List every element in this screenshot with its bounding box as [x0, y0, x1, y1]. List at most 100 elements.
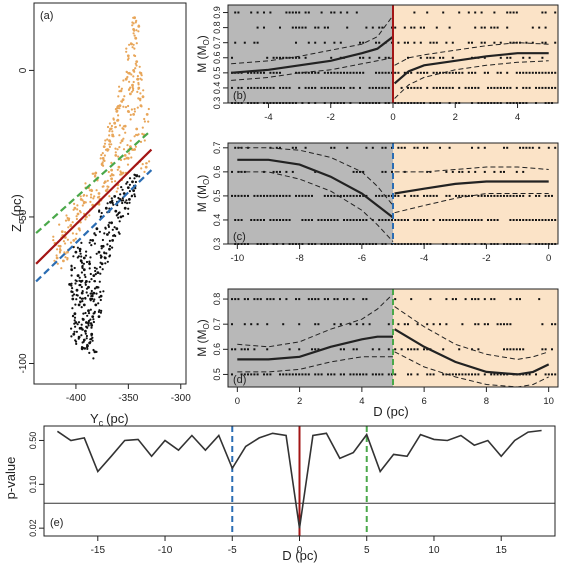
panel-c-mass-point	[397, 194, 400, 197]
panel-a-upper-point	[117, 165, 121, 169]
panel-d-mass-point	[429, 298, 432, 301]
panel-a-lower-point	[83, 256, 86, 259]
panel-d-x-tick-label: 10	[543, 396, 554, 407]
panel-d-mass-point	[355, 348, 358, 351]
panel-a-upper-point	[122, 148, 126, 151]
panel-a-upper-point	[108, 134, 111, 137]
panel-b-mass-point	[247, 86, 249, 89]
panel-b-mass-point	[506, 71, 509, 74]
panel-b-mass-point	[298, 11, 301, 14]
panel-d-mass-point	[496, 373, 499, 376]
panel-a-lower-point	[94, 269, 97, 273]
panel-a-upper-point	[104, 139, 107, 142]
panel-c-mass-point	[496, 194, 499, 197]
panel-a-lower-point	[123, 206, 127, 210]
panel-b-mass-point	[243, 41, 246, 44]
panel-c-mass-point	[416, 194, 419, 197]
panel-c-mass-point	[403, 219, 406, 221]
panel-b-mass-point	[445, 41, 448, 44]
panel-d-mass-point	[349, 323, 352, 326]
panel-a-lower-point	[99, 266, 102, 269]
panel-b-mass-point	[359, 86, 361, 89]
panel-a-upper-point	[115, 110, 119, 113]
panel-b-mass-point	[256, 86, 259, 89]
panel-d-mass-point	[551, 348, 553, 351]
panel-a-lower-point	[71, 297, 75, 301]
panel-c-mass-point	[512, 194, 515, 197]
panel-d-mass-point	[247, 348, 249, 351]
panel-c-mass-point	[400, 146, 403, 149]
panel-a-lower-point	[89, 308, 92, 311]
panel-b-mass-point	[381, 71, 384, 74]
panel-b-mass-point	[471, 71, 473, 74]
panel-a-lower-point	[95, 227, 99, 231]
panel-c-mass-point	[464, 219, 467, 221]
panel-a-lower-point	[80, 261, 84, 264]
panel-a-upper-point	[84, 218, 87, 221]
panel-b-mass-point	[528, 71, 531, 74]
panel-a-upper-point	[103, 142, 107, 145]
panel-c-mass-vs-distance: (c) -10 -8 -6 -4 -2 0 0.3 0.4 0.5 0.6 0.7 M (MO)	[195, 142, 559, 264]
panel-b-mass-point	[541, 11, 544, 14]
panel-a-lower-point	[80, 323, 83, 326]
panel-b-mass-point	[327, 86, 329, 89]
panel-b-mass-point	[272, 86, 275, 89]
panel-a-y-tick-label: -100	[18, 353, 29, 373]
panel-c-mass-point	[269, 219, 272, 221]
panel-d-mass-point	[333, 298, 336, 301]
panel-a-lower-point	[127, 207, 130, 210]
panel-b-mass-point	[541, 71, 544, 74]
panel-c-mass-point	[387, 219, 390, 221]
panel-b-mass-point	[330, 11, 333, 14]
panel-a-lower-point	[81, 328, 84, 331]
panel-a-upper-point	[96, 196, 100, 199]
panel-b-mass-point	[343, 71, 345, 74]
panel-b-mass-point	[266, 56, 269, 59]
panel-a-lower-point	[76, 323, 79, 326]
panel-b-mass-point	[429, 41, 432, 44]
panel-b-mass-point	[531, 26, 534, 29]
panel-c-mass-point	[343, 194, 345, 197]
panel-a-upper-point	[107, 185, 110, 188]
panel-a-upper-point	[66, 238, 69, 241]
panel-c-mass-point	[480, 219, 483, 221]
panel-b-mass-point	[451, 56, 454, 59]
panel-b-mass-point	[432, 41, 435, 44]
panel-c-lower-region	[228, 143, 393, 244]
panel-d-mass-point	[243, 373, 246, 376]
panel-c-mass-point	[512, 219, 515, 221]
panel-d-mass-point	[442, 373, 445, 376]
panel-e-y-axis-title: p-value	[3, 457, 18, 500]
panel-b-mass-point	[442, 56, 445, 59]
panel-b-mass-point	[483, 41, 486, 44]
panel-c-mass-point	[314, 170, 317, 173]
panel-c-mass-point	[346, 194, 349, 197]
panel-a-lower-point	[87, 312, 91, 315]
panel-b-mass-point	[522, 56, 525, 59]
panel-a-upper-point	[109, 174, 112, 177]
panel-c-mass-point	[307, 219, 310, 221]
panel-b-mass-point	[279, 86, 281, 89]
panel-a-upper-point	[131, 24, 134, 27]
panel-c-mass-point	[487, 194, 489, 197]
panel-d-mass-point	[352, 373, 355, 376]
panel-a-xlabel: Y	[90, 411, 99, 426]
panel-c-mass-point	[471, 219, 473, 221]
panel-b-mass-point	[471, 86, 473, 89]
panel-d-mass-point	[487, 323, 489, 326]
panel-a-lower-point	[96, 271, 100, 274]
panel-b-mass-point	[528, 86, 531, 89]
panel-a-lower-point	[125, 199, 128, 202]
panel-a-upper-point	[118, 146, 121, 149]
panel-a-lower-point	[125, 182, 128, 185]
panel-c-mass-point	[285, 170, 288, 173]
panel-b-mass-point	[237, 11, 240, 14]
panel-a-lower-point	[74, 282, 77, 285]
panel-b-mass-point	[435, 41, 438, 44]
panel-b-mass-point	[311, 71, 313, 74]
panel-d-mass-point	[554, 323, 557, 326]
panel-a-upper-point	[101, 152, 104, 155]
panel-a-x-axis-title: Yc (pc)	[90, 411, 129, 428]
panel-b-mass-point	[509, 56, 512, 59]
panel-c-mass-point	[301, 219, 304, 221]
